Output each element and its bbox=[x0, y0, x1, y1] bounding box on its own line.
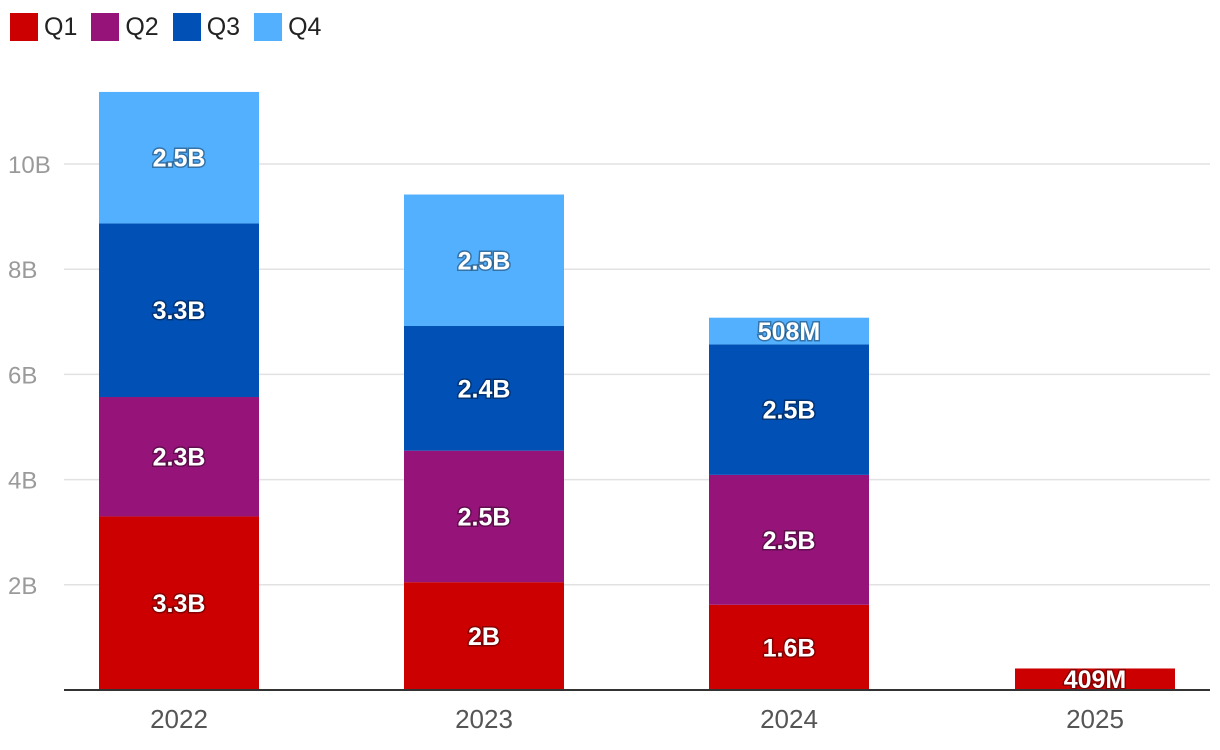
data-label: 3.3B bbox=[153, 590, 206, 618]
data-label: 2.5B bbox=[458, 503, 511, 531]
bar-q3-2022 bbox=[99, 223, 259, 398]
data-label: 2.5B bbox=[763, 527, 816, 555]
legend-label: Q4 bbox=[288, 12, 322, 41]
legend-swatch bbox=[172, 13, 201, 41]
legend-swatch bbox=[254, 13, 283, 41]
chart-legend: Q1 Q2 Q3 Q4 bbox=[10, 10, 321, 44]
bar-q1-2023 bbox=[404, 582, 564, 690]
data-label: 3.3B bbox=[153, 297, 206, 325]
data-label: 2B bbox=[468, 623, 500, 651]
x-tick-label: 2022 bbox=[150, 704, 208, 734]
bar-q4-2023 bbox=[404, 194, 564, 327]
data-label: 2.5B bbox=[763, 397, 816, 425]
legend-label: Q2 bbox=[125, 12, 159, 41]
legend-item-q2[interactable]: Q2 bbox=[91, 12, 159, 42]
legend-item-q3[interactable]: Q3 bbox=[172, 12, 241, 42]
data-label: 2.5B bbox=[153, 145, 206, 173]
bar-q3-2024 bbox=[709, 344, 869, 475]
bar-q4-2022 bbox=[99, 91, 259, 224]
y-tick-label: 4B bbox=[8, 468, 37, 495]
data-label: 2.4B bbox=[458, 375, 511, 403]
y-tick-label: 2B bbox=[8, 573, 37, 600]
bar-q3-2023 bbox=[404, 326, 564, 451]
legend-item-q1[interactable]: Q1 bbox=[10, 13, 77, 42]
bar-q2-2023 bbox=[404, 450, 564, 583]
bar-q2-2022 bbox=[99, 397, 259, 517]
y-tick-label: 6B bbox=[8, 362, 37, 389]
bar-q2-2024 bbox=[709, 474, 869, 605]
bar-q1-2025 bbox=[1015, 668, 1175, 690]
legend-swatch bbox=[10, 13, 38, 41]
data-label: 2.3B bbox=[153, 444, 206, 472]
bar-q1-2022 bbox=[99, 516, 259, 690]
data-label: 1.6B bbox=[763, 634, 816, 662]
legend-label: Q1 bbox=[44, 12, 78, 41]
legend-item-q4[interactable]: Q4 bbox=[254, 13, 321, 42]
data-label: 2.5B bbox=[458, 247, 511, 275]
bar-q4-2024 bbox=[709, 317, 869, 345]
legend-label: Q3 bbox=[206, 12, 241, 41]
y-tick-label: 10B bbox=[8, 152, 51, 179]
x-tick-label: 2024 bbox=[760, 704, 818, 734]
y-tick-label: 8B bbox=[8, 257, 37, 284]
data-label: 508M bbox=[758, 318, 821, 346]
bar-q1-2024 bbox=[709, 604, 869, 690]
x-tick-label: 2025 bbox=[1066, 704, 1124, 734]
legend-swatch bbox=[91, 13, 120, 41]
x-tick-label: 2023 bbox=[455, 704, 513, 734]
